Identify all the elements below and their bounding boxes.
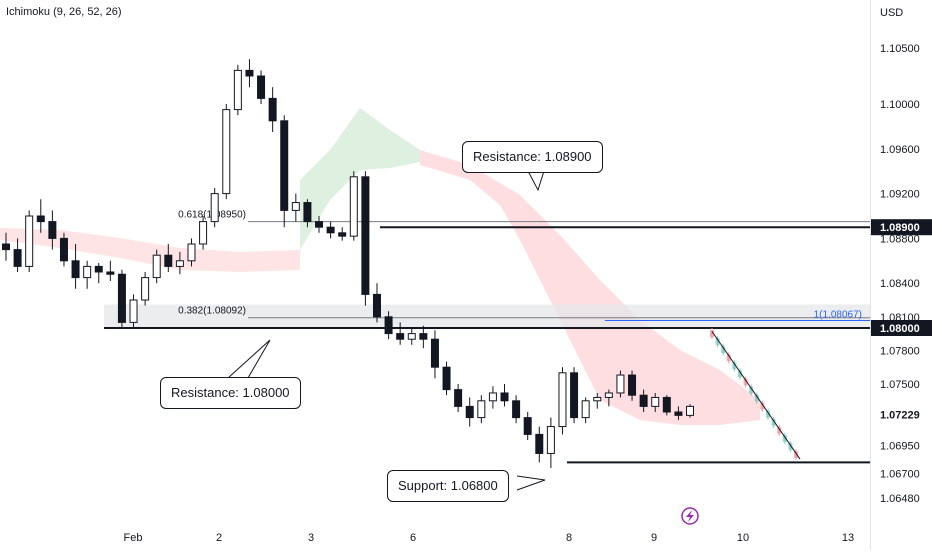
price-tick-label: 1.07229 xyxy=(880,409,920,421)
candle xyxy=(84,266,91,277)
time-tick-label: 10 xyxy=(737,532,749,544)
candle xyxy=(49,222,56,239)
candle xyxy=(142,278,149,300)
price-tick-label: 1.07500 xyxy=(880,379,920,391)
time-tick-label: 8 xyxy=(566,532,572,544)
price-tick-label: 1.08900 xyxy=(880,222,920,234)
candle xyxy=(594,397,601,400)
candle xyxy=(687,406,694,415)
price-tick-label: 1.06700 xyxy=(880,469,920,481)
candle xyxy=(617,375,624,393)
time-tick-label: Feb xyxy=(124,532,143,544)
time-tick-label: 6 xyxy=(410,532,416,544)
price-tick-label: 1.08100 xyxy=(880,312,920,324)
candle xyxy=(605,393,612,397)
candle xyxy=(130,300,137,322)
price-tick-label: 1.07800 xyxy=(880,345,920,357)
time-tick-label: 3 xyxy=(308,532,314,544)
indicator-legend[interactable]: Ichimoku (9, 26, 52, 26) xyxy=(6,6,122,18)
candle xyxy=(675,412,682,415)
candle xyxy=(582,401,589,418)
candle xyxy=(327,227,334,233)
fib-level-label: 0.382(1.08092) xyxy=(178,306,246,317)
candle xyxy=(292,203,299,211)
price-tick-label: 1.10500 xyxy=(880,43,920,55)
candle xyxy=(3,244,10,250)
candle xyxy=(26,216,33,266)
candle xyxy=(640,395,647,406)
candle xyxy=(188,244,195,261)
candle xyxy=(211,194,218,222)
candle xyxy=(397,334,404,340)
currency-label: USD xyxy=(880,7,903,19)
candle xyxy=(37,216,44,222)
candle xyxy=(246,70,253,76)
time-tick-label: 2 xyxy=(216,532,222,544)
candle xyxy=(281,121,288,211)
candle xyxy=(513,401,520,418)
price-tick-label: 1.09600 xyxy=(880,144,920,156)
candle xyxy=(258,76,265,98)
candle xyxy=(478,401,485,418)
candle xyxy=(176,261,183,267)
candle xyxy=(501,393,508,401)
candle xyxy=(373,294,380,316)
candle xyxy=(339,233,346,236)
candle xyxy=(663,397,670,412)
candle xyxy=(536,434,543,453)
candle xyxy=(466,406,473,417)
candle xyxy=(60,238,67,260)
candle xyxy=(489,393,496,401)
candle xyxy=(652,397,659,406)
price-tick-label: 1.10000 xyxy=(880,99,920,111)
candle xyxy=(14,250,21,267)
candle xyxy=(431,339,438,367)
candle xyxy=(420,334,427,340)
candle xyxy=(200,222,207,244)
candle xyxy=(304,203,311,222)
callout-resistance-lower[interactable]: Resistance: 1.08000 xyxy=(160,377,301,409)
candle xyxy=(362,177,369,295)
callout-resistance-upper[interactable]: Resistance: 1.08900 xyxy=(462,141,603,173)
candle xyxy=(316,222,323,228)
candle xyxy=(455,390,462,407)
candle xyxy=(547,427,554,454)
candle xyxy=(107,272,114,274)
time-tick-label: 13 xyxy=(842,532,854,544)
candle xyxy=(559,373,566,427)
candle xyxy=(629,375,636,395)
candle xyxy=(223,110,230,194)
candle xyxy=(165,255,172,266)
candle xyxy=(95,266,102,272)
candle xyxy=(350,177,357,236)
price-tick-label: 1.08400 xyxy=(880,278,920,290)
candle xyxy=(269,98,276,120)
price-tick-label: 1.06950 xyxy=(880,441,920,453)
candle xyxy=(524,418,531,435)
candle xyxy=(153,255,160,277)
event-marker[interactable] xyxy=(682,508,698,524)
price-tick-label: 1.06480 xyxy=(880,493,920,505)
candle xyxy=(571,373,578,418)
blue-level-label: 1(1.08067) xyxy=(814,309,862,320)
price-tick-label: 1.09200 xyxy=(880,189,920,201)
candle xyxy=(443,367,450,389)
time-tick-label: 9 xyxy=(651,532,657,544)
callout-support[interactable]: Support: 1.06800 xyxy=(387,470,509,502)
candle xyxy=(72,261,79,278)
candle xyxy=(385,317,392,334)
candle xyxy=(118,274,125,322)
candle xyxy=(408,334,415,340)
candle xyxy=(234,70,241,109)
price-tick-label: 1.08000 xyxy=(880,323,920,335)
